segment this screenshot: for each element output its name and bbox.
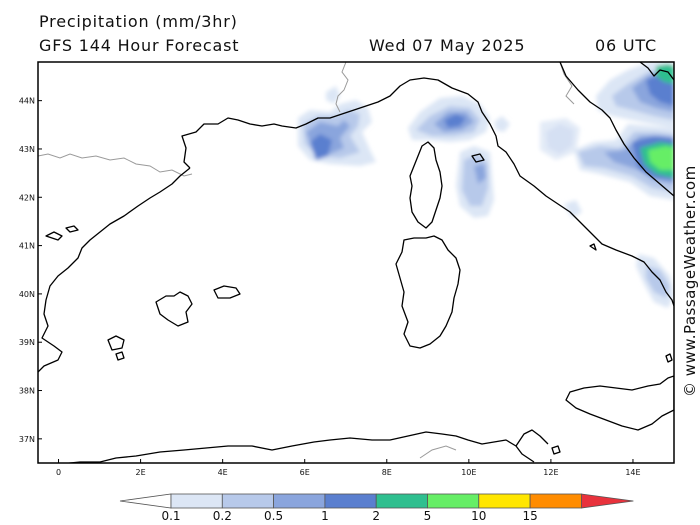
legend-arrow-low	[119, 493, 172, 509]
lat-label: 44N	[19, 97, 35, 106]
lat-label: 42N	[19, 193, 35, 202]
lon-label: 2E	[136, 468, 146, 477]
longitude-axis: 0 2E 4E 6E 8E 10E 12E 14E	[56, 459, 641, 477]
legend-swatch	[375, 493, 428, 509]
legend-swatch	[170, 493, 223, 509]
legend-label: 5	[423, 509, 432, 523]
legend-swatch	[324, 493, 377, 509]
lat-label: 39N	[19, 338, 35, 347]
legend-swatch	[221, 493, 275, 509]
lon-label: 8E	[382, 468, 392, 477]
legend-swatch	[478, 493, 531, 509]
lat-label: 40N	[19, 290, 35, 299]
lon-label: 10E	[461, 468, 476, 477]
map-title: Precipitation (mm/3hr)	[39, 12, 238, 31]
legend-swatch	[529, 493, 582, 509]
lat-label: 38N	[19, 387, 35, 396]
legend-label: 1	[321, 509, 329, 523]
lon-label: 14E	[625, 468, 640, 477]
precipitation-legend	[119, 493, 634, 509]
lat-label: 37N	[19, 435, 35, 444]
forecast-time: 06 UTC	[595, 36, 657, 55]
latitude-axis: 44N 43N 42N 41N 40N 39N 38N 37N	[19, 97, 42, 444]
lon-label: 0	[56, 468, 61, 477]
lon-label: 4E	[218, 468, 228, 477]
site-credit: © www.PassageWeather.com	[681, 165, 699, 397]
legend-swatch	[273, 493, 326, 509]
legend-label: 0.1	[161, 509, 181, 523]
lat-label: 43N	[19, 145, 35, 154]
lon-label: 12E	[543, 468, 558, 477]
legend-label: 2	[372, 509, 381, 523]
legend-label: 15	[522, 509, 538, 523]
legend-swatch	[427, 493, 480, 509]
precipitation-layer	[298, 62, 674, 308]
legend-label: 0.2	[212, 509, 232, 523]
legend-label: 0.5	[264, 509, 284, 523]
coastlines	[38, 62, 674, 463]
forecast-date: Wed 07 May 2025	[369, 36, 526, 55]
legend-arrow-high	[581, 493, 634, 509]
lat-label: 41N	[19, 242, 35, 251]
lon-label: 6E	[300, 468, 310, 477]
legend-label: 10	[471, 509, 487, 523]
map-frame	[37, 61, 675, 464]
country-borders	[38, 62, 575, 459]
forecast-model: GFS 144 Hour Forecast	[39, 36, 240, 55]
